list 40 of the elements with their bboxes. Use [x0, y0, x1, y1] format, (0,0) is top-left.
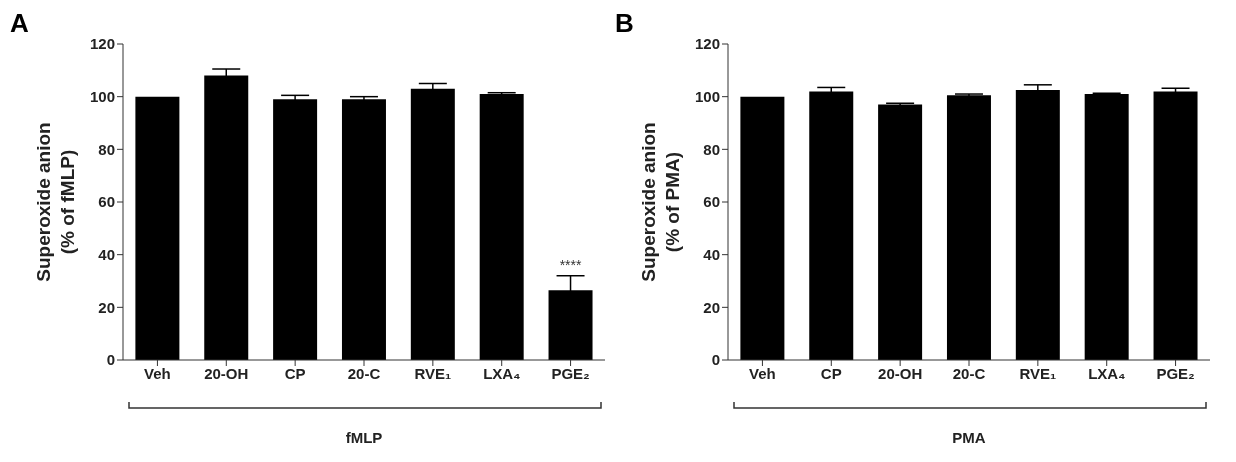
x-tick-label: 20-C	[347, 364, 381, 382]
x-tick-label: 20-OH	[878, 364, 923, 382]
y-tick-label: 100	[694, 87, 720, 105]
y-tick-label: 20	[703, 298, 720, 316]
chart-title: B	[615, 8, 634, 39]
y-axis-title: Superoxide anion (% of fMLP)	[33, 122, 78, 282]
y-axis-title: Superoxide anion (% of PMA)	[638, 122, 683, 282]
y-tick-label: 40	[98, 245, 115, 263]
x-tick-label: RVE₁	[1019, 364, 1057, 382]
x-tick-label: PGE₂	[1156, 364, 1195, 382]
y-tick-label: 80	[703, 140, 720, 158]
y-tick-label: 120	[89, 35, 115, 53]
bar	[135, 96, 180, 360]
x-tick-label: CP	[284, 364, 306, 382]
chart-title: A	[10, 8, 29, 39]
y-tick-label: 0	[106, 351, 115, 369]
y-tick-label: 100	[89, 87, 115, 105]
y-tick-label: 120	[694, 35, 720, 53]
x-tick-label: RVE₁	[414, 364, 452, 382]
annotation: ****	[559, 256, 583, 273]
x-tick-label: 20-C	[952, 364, 986, 382]
bar	[410, 88, 455, 360]
y-tick-label: 20	[98, 298, 115, 316]
x-tick-label: CP	[820, 364, 842, 382]
x-tick-label: LXA₄	[483, 364, 521, 382]
x-tick-label: PGE₂	[551, 364, 590, 382]
y-tick-label: 40	[703, 245, 720, 263]
bar	[273, 99, 318, 360]
x-tick-label: Veh	[749, 364, 776, 382]
x-tick-label: 20-OH	[204, 364, 249, 382]
y-tick-label: 80	[98, 140, 115, 158]
y-tick-label: 60	[98, 193, 115, 211]
x-axis-title: PMA	[952, 429, 986, 446]
bar	[479, 94, 524, 360]
x-axis-title: fMLP	[345, 429, 383, 446]
x-tick-label: LXA₄	[1088, 364, 1126, 382]
y-tick-label: 0	[711, 351, 720, 369]
x-tick-label: Veh	[144, 364, 171, 382]
y-tick-label: 60	[703, 193, 720, 211]
bar	[341, 99, 386, 360]
